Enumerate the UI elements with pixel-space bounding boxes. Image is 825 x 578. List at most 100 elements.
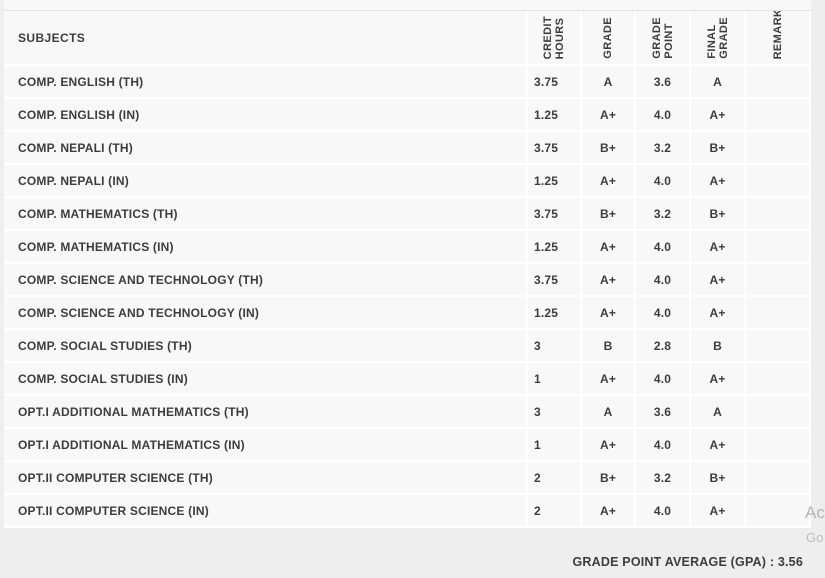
credit-hours-cell: 1.25 xyxy=(528,165,582,196)
remarks-cell xyxy=(746,66,811,97)
final-grade-cell: B xyxy=(691,330,746,361)
credit-hours-cell: 1 xyxy=(528,363,582,394)
credit-hours-cell: 3.75 xyxy=(528,264,582,295)
credit-hours-cell: 3.75 xyxy=(528,132,582,163)
remarks-cell xyxy=(746,165,811,196)
windows-watermark-line2: Go xyxy=(806,530,824,545)
grade-point-cell: 4.0 xyxy=(636,429,691,460)
final-grade-cell: A+ xyxy=(691,429,746,460)
grade-point-cell: 4.0 xyxy=(636,165,691,196)
grade-point-cell: 3.2 xyxy=(636,132,691,163)
grade-cell: B+ xyxy=(582,198,636,229)
table-row: OPT.II COMPUTER SCIENCE (TH) 2 B+ 3.2 B+ xyxy=(4,462,811,495)
remarks-cell xyxy=(746,429,811,460)
subject-cell: OPT.I ADDITIONAL MATHEMATICS (IN) xyxy=(4,429,528,460)
remarks-cell xyxy=(746,99,811,130)
grade-point-cell: 4.0 xyxy=(636,363,691,394)
column-header-credit-hours: CREDIT HOURS xyxy=(528,11,582,64)
grade-cell: A+ xyxy=(582,99,636,130)
grade-point-cell: 3.6 xyxy=(636,66,691,97)
subject-cell: COMP. SOCIAL STUDIES (IN) xyxy=(4,363,528,394)
column-header-grade-point: GRADE POINT xyxy=(636,11,691,64)
subject-cell: COMP. SOCIAL STUDIES (TH) xyxy=(4,330,528,361)
credit-hours-cell: 1 xyxy=(528,429,582,460)
final-grade-cell: B+ xyxy=(691,462,746,493)
column-header-subjects: SUBJECTS xyxy=(4,11,528,64)
subject-cell: OPT.II COMPUTER SCIENCE (IN) xyxy=(4,495,528,526)
grade-cell: A+ xyxy=(582,429,636,460)
rotated-label-remarks: REMARKS xyxy=(771,11,784,59)
credit-hours-cell: 2 xyxy=(528,495,582,526)
rotated-label-grade-point: GRADE POINT xyxy=(650,17,675,59)
subject-cell: COMP. MATHEMATICS (TH) xyxy=(4,198,528,229)
column-header-grade: GRADE xyxy=(582,11,636,64)
final-grade-cell: A+ xyxy=(691,297,746,328)
credit-hours-cell: 2 xyxy=(528,462,582,493)
table-row: COMP. NEPALI (TH) 3.75 B+ 3.2 B+ xyxy=(4,132,811,165)
table-header-row: SUBJECTS CREDIT HOURS GRADE GRADE POINT … xyxy=(4,11,811,66)
credit-hours-cell: 3 xyxy=(528,396,582,427)
subject-cell: OPT.II COMPUTER SCIENCE (TH) xyxy=(4,462,528,493)
windows-watermark-line1: Ac xyxy=(805,503,825,522)
final-grade-cell: A+ xyxy=(691,264,746,295)
subject-cell: COMP. ENGLISH (IN) xyxy=(4,99,528,130)
table-row: COMP. SCIENCE AND TECHNOLOGY (TH) 3.75 A… xyxy=(4,264,811,297)
final-grade-cell: A+ xyxy=(691,231,746,262)
grade-point-cell: 4.0 xyxy=(636,231,691,262)
grade-point-cell: 2.8 xyxy=(636,330,691,361)
grade-sheet-table: SUBJECTS CREDIT HOURS GRADE GRADE POINT … xyxy=(4,0,811,578)
rotated-label-final-grade: FINAL GRADE xyxy=(705,17,730,59)
credit-hours-cell: 3.75 xyxy=(528,198,582,229)
grade-cell: A+ xyxy=(582,297,636,328)
subject-cell: COMP. SCIENCE AND TECHNOLOGY (IN) xyxy=(4,297,528,328)
gpa-summary: GRADE POINT AVERAGE (GPA) : 3.56 xyxy=(572,555,803,569)
grade-point-cell: 3.6 xyxy=(636,396,691,427)
table-row: OPT.II COMPUTER SCIENCE (IN) 2 A+ 4.0 A+ xyxy=(4,495,811,528)
remarks-cell xyxy=(746,363,811,394)
subject-cell: COMP. SCIENCE AND TECHNOLOGY (TH) xyxy=(4,264,528,295)
grade-cell: B xyxy=(582,330,636,361)
table-row: COMP. MATHEMATICS (TH) 3.75 B+ 3.2 B+ xyxy=(4,198,811,231)
final-grade-cell: A+ xyxy=(691,363,746,394)
grade-cell: A+ xyxy=(582,495,636,526)
credit-hours-cell: 1.25 xyxy=(528,231,582,262)
grade-point-cell: 4.0 xyxy=(636,297,691,328)
final-grade-cell: B+ xyxy=(691,132,746,163)
column-header-remarks: REMARKS xyxy=(746,11,811,64)
subject-cell: COMP. NEPALI (IN) xyxy=(4,165,528,196)
final-grade-cell: A+ xyxy=(691,495,746,526)
subject-cell: OPT.I ADDITIONAL MATHEMATICS (TH) xyxy=(4,396,528,427)
rotated-label-grade: GRADE xyxy=(602,17,614,59)
final-grade-cell: B+ xyxy=(691,198,746,229)
table-top-strip xyxy=(4,0,811,11)
grade-point-cell: 3.2 xyxy=(636,198,691,229)
table-row: OPT.I ADDITIONAL MATHEMATICS (IN) 1 A+ 4… xyxy=(4,429,811,462)
grade-cell: A+ xyxy=(582,363,636,394)
remarks-cell xyxy=(746,297,811,328)
grade-point-cell: 4.0 xyxy=(636,264,691,295)
credit-hours-cell: 3.75 xyxy=(528,66,582,97)
grade-cell: A+ xyxy=(582,165,636,196)
remarks-cell xyxy=(746,198,811,229)
final-grade-cell: A+ xyxy=(691,99,746,130)
remarks-cell xyxy=(746,462,811,493)
final-grade-cell: A+ xyxy=(691,165,746,196)
final-grade-cell: A xyxy=(691,66,746,97)
credit-hours-cell: 1.25 xyxy=(528,297,582,328)
remarks-cell xyxy=(746,132,811,163)
grade-cell: A xyxy=(582,66,636,97)
subject-cell: COMP. ENGLISH (TH) xyxy=(4,66,528,97)
remarks-cell xyxy=(746,264,811,295)
credit-hours-cell: 3 xyxy=(528,330,582,361)
grade-cell: A+ xyxy=(582,231,636,262)
grade-cell: B+ xyxy=(582,132,636,163)
subject-cell: COMP. NEPALI (TH) xyxy=(4,132,528,163)
table-row: COMP. SOCIAL STUDIES (TH) 3 B 2.8 B xyxy=(4,330,811,363)
grade-cell: B+ xyxy=(582,462,636,493)
remarks-cell xyxy=(746,495,811,526)
subject-cell: COMP. MATHEMATICS (IN) xyxy=(4,231,528,262)
table-row: OPT.I ADDITIONAL MATHEMATICS (TH) 3 A 3.… xyxy=(4,396,811,429)
grade-point-cell: 3.2 xyxy=(636,462,691,493)
table-row: COMP. SOCIAL STUDIES (IN) 1 A+ 4.0 A+ xyxy=(4,363,811,396)
grade-point-cell: 4.0 xyxy=(636,99,691,130)
